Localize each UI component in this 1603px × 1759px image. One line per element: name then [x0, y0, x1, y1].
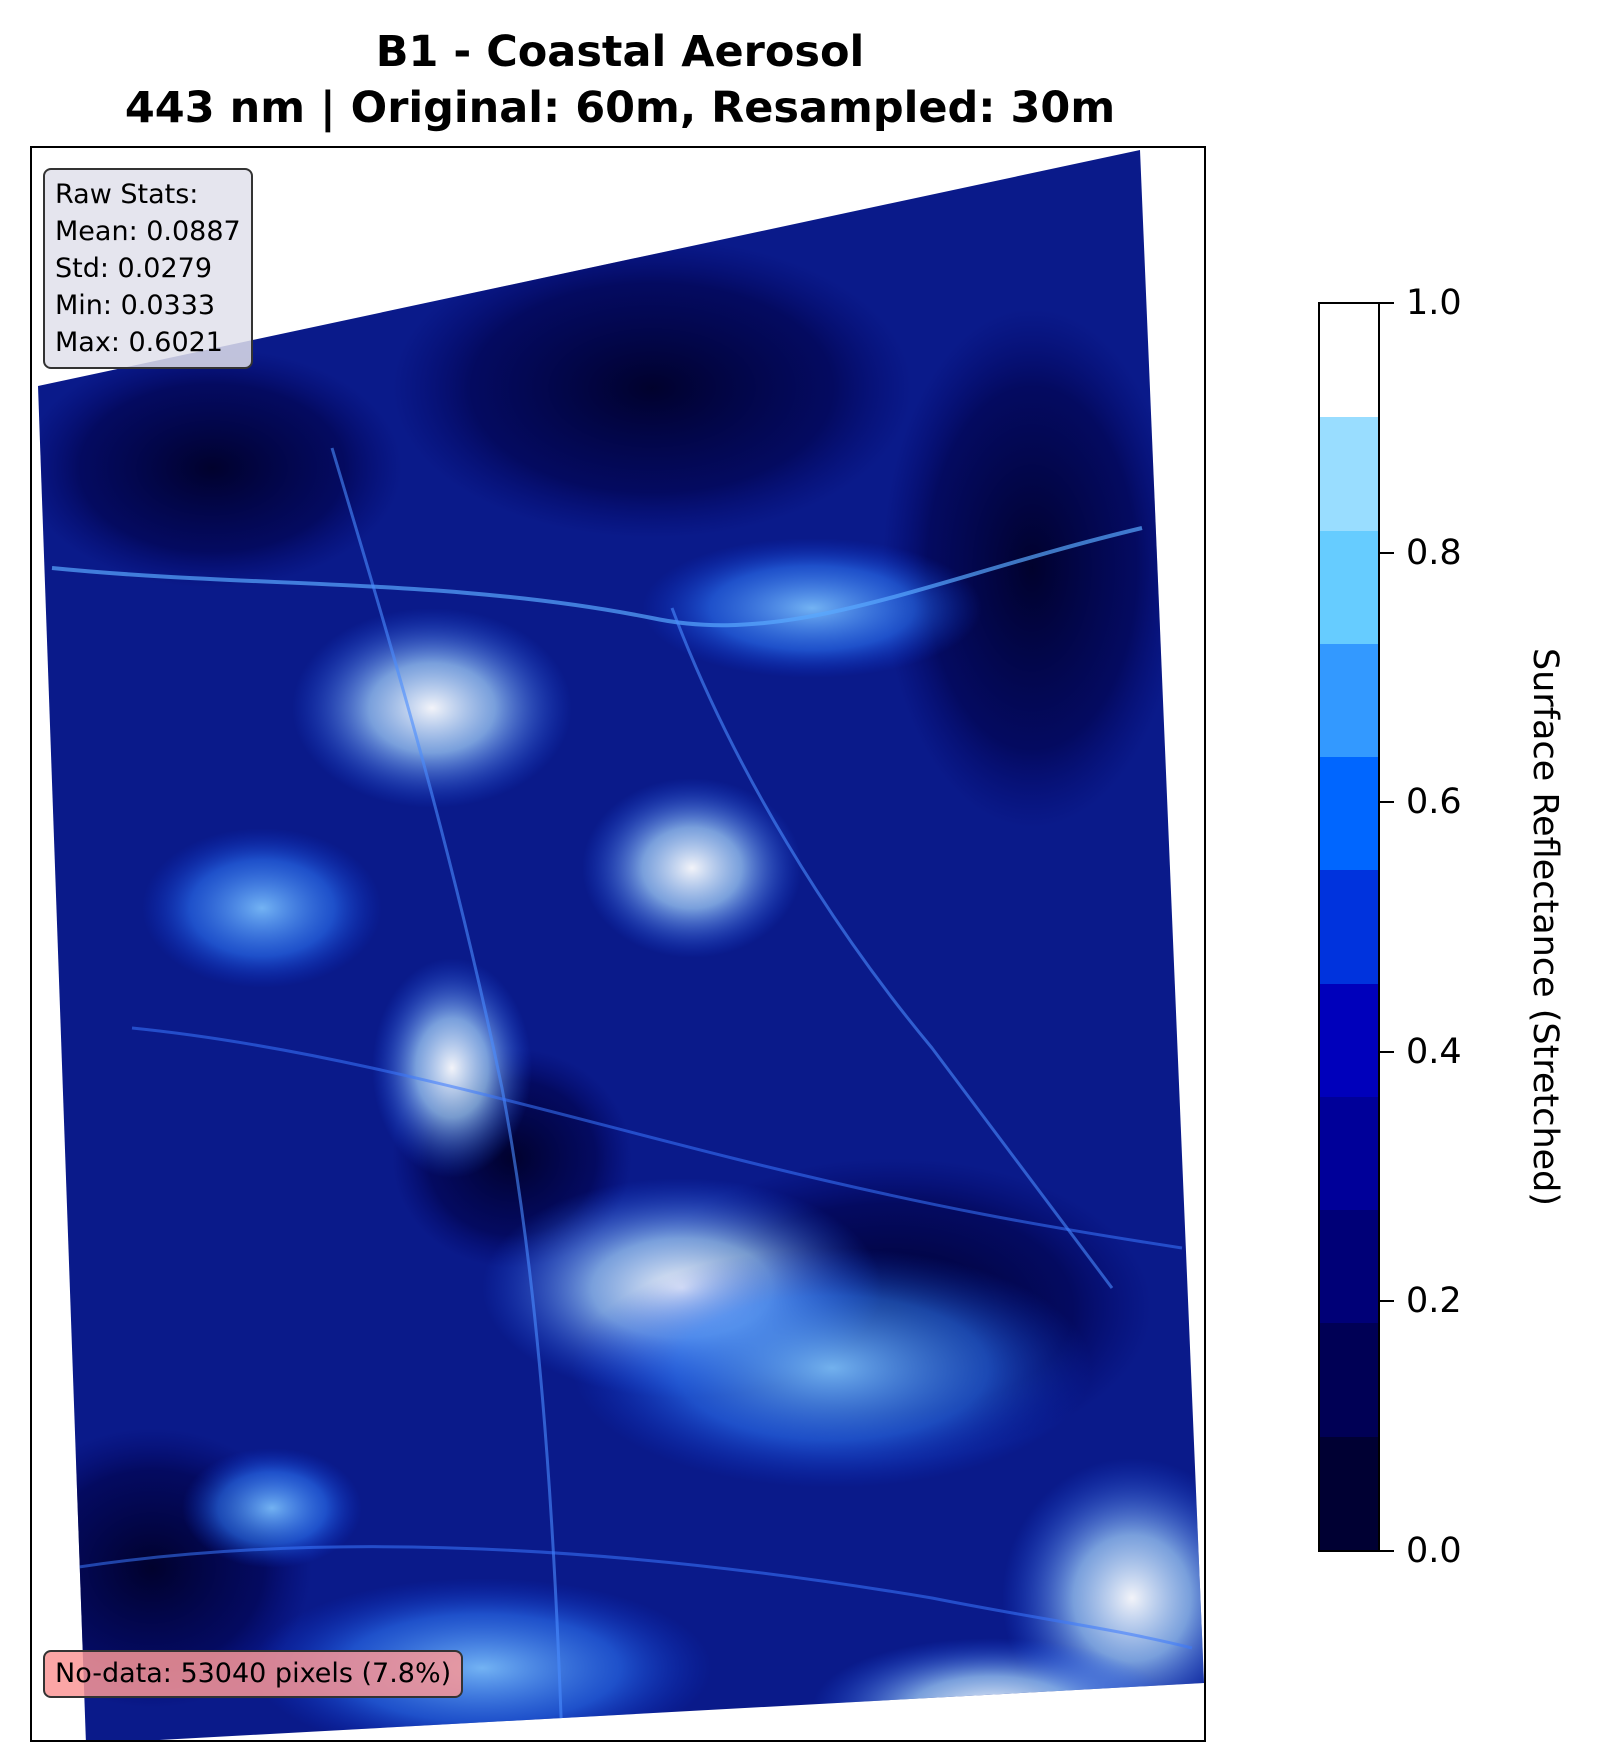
nodata-box: No-data: 53040 pixels (7.8%) — [43, 1650, 464, 1698]
colorbar-band — [1320, 642, 1378, 758]
colorbar-band — [1320, 416, 1378, 531]
colorbar-tick — [1380, 1300, 1394, 1303]
colorbar-band — [1320, 982, 1378, 1097]
satellite-image — [32, 148, 1204, 1740]
colorbar-tick — [1380, 801, 1394, 804]
figure-title: B1 - Coastal Aerosol 443 nm | Original: … — [30, 24, 1210, 136]
colorbar-tick-label: 0.2 — [1406, 1281, 1462, 1322]
colorbar-band — [1320, 1095, 1378, 1211]
colorbar-band — [1320, 1435, 1378, 1550]
colorbar-tick-label: 0.0 — [1406, 1531, 1462, 1571]
colorbar-band — [1320, 304, 1378, 418]
colorbar-tick — [1380, 1550, 1394, 1552]
raw-stats-box: Raw Stats: Mean: 0.0887 Std: 0.0279 Min:… — [43, 168, 253, 369]
stats-min: Min: 0.0333 — [55, 290, 216, 321]
colorbar-band — [1320, 756, 1378, 871]
colorbar-tick-label: 0.8 — [1406, 532, 1462, 573]
colorbar-tick-label: 1.0 — [1406, 283, 1462, 323]
colorbar-tick — [1380, 1050, 1394, 1053]
title-line-1: B1 - Coastal Aerosol — [375, 27, 865, 77]
title-line-2: 443 nm | Original: 60m, Resampled: 30m — [124, 83, 1116, 133]
colorbar-tick-label: 0.6 — [1406, 782, 1462, 823]
stats-max: Max: 0.6021 — [55, 327, 223, 358]
colorbar-band — [1320, 1322, 1378, 1437]
colorbar-band — [1320, 1209, 1378, 1324]
stats-std: Std: 0.0279 — [55, 253, 213, 284]
colorbar-tick — [1380, 551, 1394, 554]
colorbar-tick — [1380, 302, 1394, 304]
stats-mean: Mean: 0.0887 — [55, 216, 241, 247]
colorbar-label: Surface Reflectance (Stretched) — [1525, 647, 1565, 1207]
colorbar-band — [1320, 529, 1378, 644]
colorbar-band — [1320, 869, 1378, 984]
colorbar-tick-label: 0.4 — [1406, 1031, 1462, 1072]
colorbar — [1318, 302, 1380, 1552]
stats-heading: Raw Stats: — [55, 179, 199, 210]
image-axes — [30, 146, 1206, 1742]
